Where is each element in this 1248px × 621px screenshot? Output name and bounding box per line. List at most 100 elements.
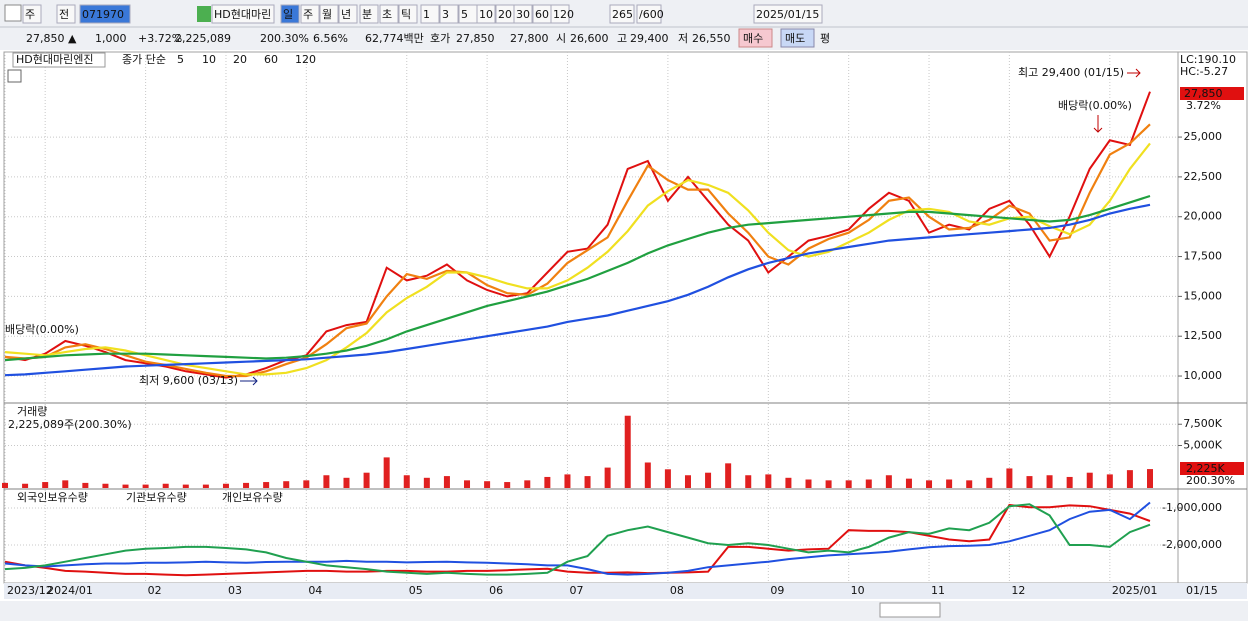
volume-bar	[805, 479, 812, 488]
volume-bar	[745, 475, 752, 488]
toolbar-button[interactable]	[359, 4, 379, 24]
x-end-label: 01/15	[1186, 584, 1218, 597]
toolbar-button[interactable]	[319, 4, 339, 24]
volume-bar	[182, 484, 189, 488]
legend-item: 외국인보유수량	[17, 491, 88, 504]
lc-label: LC:190.10	[1180, 53, 1236, 66]
sell-button[interactable]	[780, 28, 815, 48]
volume-bar	[1086, 472, 1093, 488]
volume-bar	[2, 482, 8, 488]
toolbar-button[interactable]	[550, 4, 570, 24]
toolbar-label: 20	[498, 8, 512, 21]
legend-item: 기관보유수량	[126, 491, 187, 504]
dividend-arrow	[1093, 115, 1103, 133]
toolbar-button[interactable]	[56, 4, 76, 24]
volume-subtitle: 2,225,089주(200.30%)	[8, 418, 132, 431]
y-tick-label: 10,000	[1184, 369, 1223, 382]
toolbar-button[interactable]	[420, 4, 440, 24]
volume-bar	[243, 482, 250, 488]
volume-last-box	[1180, 462, 1244, 475]
volume-bar	[1006, 468, 1013, 488]
y-tick-label: 17,500	[1184, 250, 1223, 263]
toolbar-label: 월	[322, 8, 332, 21]
toolbar-button[interactable]	[379, 4, 399, 24]
series-line	[4, 142, 1151, 376]
legend-prefix: 종가 단순	[122, 53, 166, 66]
legend-item: 20	[233, 53, 247, 66]
volume-bar	[825, 480, 832, 488]
volume-bar	[1106, 474, 1113, 488]
toolbar-button[interactable]	[338, 4, 358, 24]
y-tick-label: 22,500	[1184, 170, 1223, 183]
volume-bar	[524, 480, 531, 488]
chart-title: HD현대마린엔진	[16, 53, 93, 66]
toolbar-button[interactable]	[300, 4, 320, 24]
volume-bar	[926, 480, 933, 488]
toolbar-button[interactable]	[609, 4, 635, 24]
volume-bar	[946, 479, 953, 488]
legend-item: 60	[264, 53, 278, 66]
toolbar-button[interactable]	[636, 4, 662, 24]
x-tick-label: 05	[409, 584, 423, 597]
series-line	[4, 194, 1151, 362]
volume-bar	[303, 480, 310, 488]
scroll-buttons[interactable]	[879, 602, 941, 618]
volume-bar	[464, 480, 471, 488]
legend-item: 개인보유수량	[222, 491, 283, 504]
toolbar-button[interactable]	[22, 4, 42, 24]
volume-bar	[363, 472, 370, 488]
buy-button[interactable]	[738, 28, 773, 48]
series-line	[4, 91, 1151, 379]
quote-item: 호가	[430, 32, 450, 45]
x-tick-label: 2025/01	[1112, 584, 1158, 597]
volume-bar	[1126, 470, 1133, 488]
toolbar-button[interactable]	[476, 4, 496, 24]
y-tick-label: 25,000	[1184, 130, 1223, 143]
toolbar-label: HD현대마린	[214, 8, 271, 21]
volume-bar	[1066, 476, 1073, 488]
toolbar-button[interactable]	[398, 4, 418, 24]
quote-item: 26,600	[570, 32, 609, 45]
y-tick-label: 15,000	[1184, 289, 1223, 302]
volume-bar	[1147, 469, 1153, 488]
toolbar-label: 60	[535, 8, 549, 21]
toolbar-label: 265	[612, 8, 633, 21]
quote-item: 2,225,089	[175, 32, 231, 45]
volume-bar	[122, 484, 129, 488]
toolbar-label: 071970	[82, 8, 124, 21]
series-line	[4, 503, 1151, 577]
toolbar-label: /600	[639, 8, 664, 21]
volume-bar	[162, 483, 169, 488]
toolbar-button[interactable]	[79, 4, 131, 24]
toolbar-button[interactable]	[439, 4, 459, 24]
quote-item: 62,774백만	[365, 32, 424, 45]
toolbar-label: 주	[25, 8, 35, 21]
quote-item: 고	[617, 32, 627, 45]
toolbar-button[interactable]	[280, 4, 300, 24]
volume-bar	[624, 415, 631, 488]
toolbar-button[interactable]	[211, 4, 275, 24]
high-arrow	[1127, 68, 1141, 78]
new-badge[interactable]	[197, 6, 211, 22]
volume-bar	[785, 477, 792, 488]
volume-bar	[705, 472, 712, 488]
volume-bar	[22, 483, 29, 488]
toolbar-button[interactable]	[753, 4, 823, 24]
volume-bar	[323, 475, 330, 488]
y-tick-label: -2,000,000	[1162, 538, 1222, 551]
table-icon[interactable]	[7, 69, 22, 83]
series-line	[4, 501, 1151, 576]
volume-title: 거래량	[17, 405, 47, 418]
volume-bar	[845, 480, 852, 488]
volume-bar	[283, 481, 290, 488]
toolbar-button[interactable]	[513, 4, 533, 24]
hc-label: HC:-5.27	[1180, 65, 1228, 78]
change-label: 3.72%	[1186, 99, 1221, 112]
volume-bar	[664, 469, 671, 488]
toolbar-label: 120	[553, 8, 574, 21]
volume-bar	[966, 480, 973, 488]
quote-item: 29,400	[630, 32, 669, 45]
quote-item: +3.72%	[138, 32, 182, 45]
menu-icon[interactable]	[4, 4, 22, 22]
